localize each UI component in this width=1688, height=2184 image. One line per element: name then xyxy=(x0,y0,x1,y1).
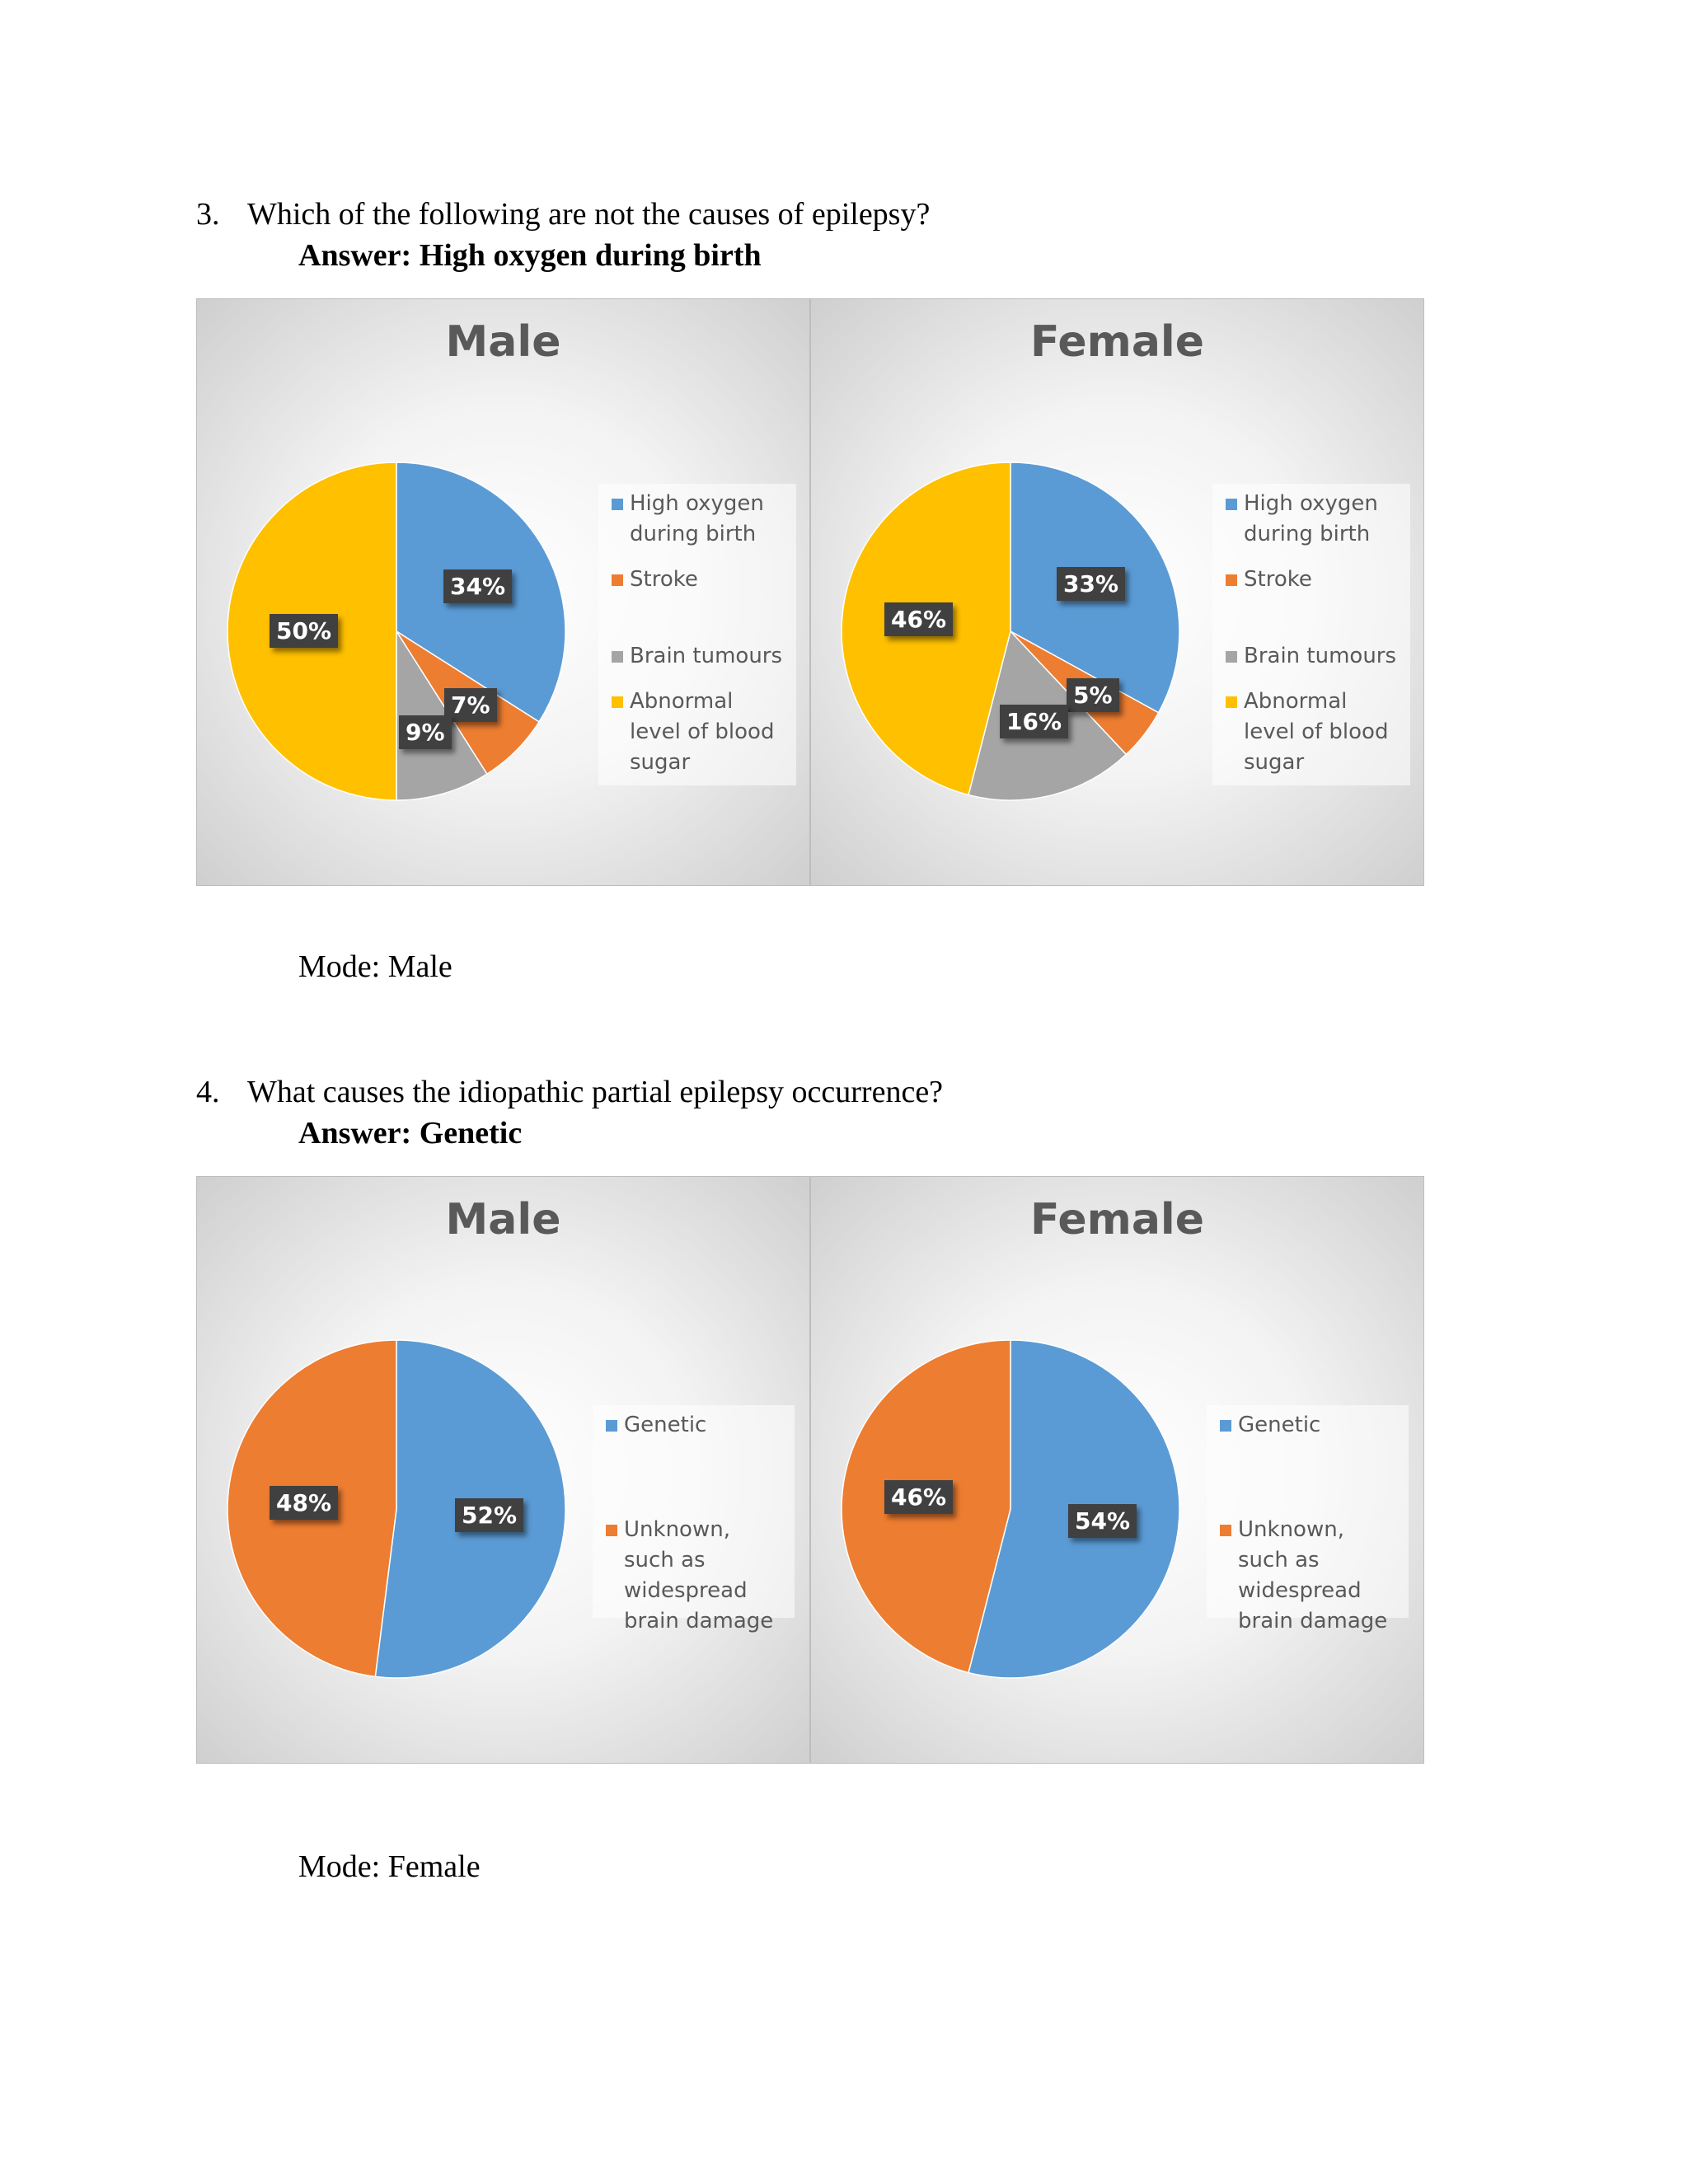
legend-label: Brain tumours xyxy=(630,644,783,668)
data-label-3: 9% xyxy=(399,715,452,749)
question-3-mode: Mode: Male xyxy=(298,949,452,984)
legend-label: High oxygen during birth xyxy=(1244,491,1378,546)
legend-item-1: High oxygen during birth xyxy=(1226,489,1402,550)
legend-item-1: Genetic xyxy=(606,1410,786,1441)
question-3-answer: Answer: High oxygen during birth xyxy=(298,238,762,273)
chart-panel-q4-male: Male Genetic Unknown, such as widespread … xyxy=(196,1176,810,1764)
legend-swatch xyxy=(1226,696,1237,708)
legend-item-4: Abnormal level of blood sugar xyxy=(1226,687,1402,778)
legend-item-2: Stroke xyxy=(1226,565,1402,595)
chart-title: Female xyxy=(1029,317,1205,367)
chart-title: Male xyxy=(445,1195,561,1244)
legend-item-2: Unknown, such as widespread brain damage xyxy=(1220,1515,1400,1637)
question-4-number: 4. xyxy=(196,1075,220,1109)
legend-swatch xyxy=(612,651,623,663)
legend-swatch xyxy=(1226,651,1237,663)
legend-item-2: Unknown, such as widespread brain damage xyxy=(606,1515,786,1637)
legend-swatch xyxy=(612,696,623,708)
legend-item-4: Abnormal level of blood sugar xyxy=(612,687,788,778)
legend-swatch xyxy=(1226,574,1237,586)
legend-label: Stroke xyxy=(630,567,698,592)
question-3: 3. Which of the following are not the ca… xyxy=(196,194,931,235)
data-label-1: 54% xyxy=(1068,1504,1137,1538)
legend-label: Brain tumours xyxy=(1244,644,1397,668)
question-3-text: Which of the following are not the cause… xyxy=(247,197,931,232)
data-label-1: 33% xyxy=(1057,567,1126,601)
chart-panel-q3-male: Male High oxygen during birth Stroke Brain… xyxy=(196,298,810,886)
data-label-2: 5% xyxy=(1067,678,1119,712)
data-label-4: 50% xyxy=(270,614,339,648)
legend-swatch xyxy=(612,574,623,586)
legend-label: Abnormal level of blood sugar xyxy=(630,689,775,775)
legend-item-1: High oxygen during birth xyxy=(612,489,788,550)
legend-swatch xyxy=(1220,1525,1231,1536)
legend-label: Genetic xyxy=(1238,1413,1321,1437)
chart-legend: High oxygen during birth Stroke Brain tumo… xyxy=(598,484,796,785)
chart-legend: Genetic Unknown, such as widespread brain… xyxy=(1207,1405,1409,1633)
question-4-answer: Answer: Genetic xyxy=(298,1116,523,1151)
legend-label: Unknown, such as widespread brain damage xyxy=(1238,1517,1388,1633)
data-label-2: 7% xyxy=(444,688,497,722)
chart-panel-q4-female: Female Genetic Unknown, such as widesprea… xyxy=(810,1176,1424,1764)
legend-label: Abnormal level of blood sugar xyxy=(1244,689,1389,775)
chart-legend: Genetic Unknown, such as widespread brain… xyxy=(593,1405,795,1633)
legend-item-3: Brain tumours xyxy=(1226,641,1402,672)
chart-panel-q3-female: Female High oxygen during birth Stroke Bra… xyxy=(810,298,1424,886)
legend-item-2: Stroke xyxy=(612,565,788,595)
data-label-3: 16% xyxy=(1000,705,1069,738)
question-4-mode: Mode: Female xyxy=(298,1849,481,1884)
question-4: 4. What causes the idiopathic partial ep… xyxy=(196,1071,944,1113)
legend-swatch xyxy=(1220,1420,1231,1432)
data-label-2: 46% xyxy=(884,1480,954,1514)
legend-swatch xyxy=(606,1420,617,1432)
legend-swatch xyxy=(1226,499,1237,510)
chart-title: Female xyxy=(1029,1195,1205,1244)
legend-swatch xyxy=(606,1525,617,1536)
legend-swatch xyxy=(612,499,623,510)
data-label-4: 46% xyxy=(884,602,954,636)
data-label-1: 34% xyxy=(443,569,513,603)
chart-title: Male xyxy=(445,317,561,367)
data-label-2: 48% xyxy=(270,1486,339,1520)
legend-label: Unknown, such as widespread brain damage xyxy=(624,1517,774,1633)
legend-item-1: Genetic xyxy=(1220,1410,1400,1441)
legend-label: Genetic xyxy=(624,1413,707,1437)
question-4-text: What causes the idiopathic partial epile… xyxy=(247,1075,944,1109)
legend-item-3: Brain tumours xyxy=(612,641,788,672)
data-label-1: 52% xyxy=(455,1498,524,1532)
legend-label: Stroke xyxy=(1244,567,1312,592)
legend-label: High oxygen during birth xyxy=(630,491,764,546)
chart-legend: High oxygen during birth Stroke Brain tumo… xyxy=(1212,484,1410,785)
question-3-number: 3. xyxy=(196,197,220,232)
